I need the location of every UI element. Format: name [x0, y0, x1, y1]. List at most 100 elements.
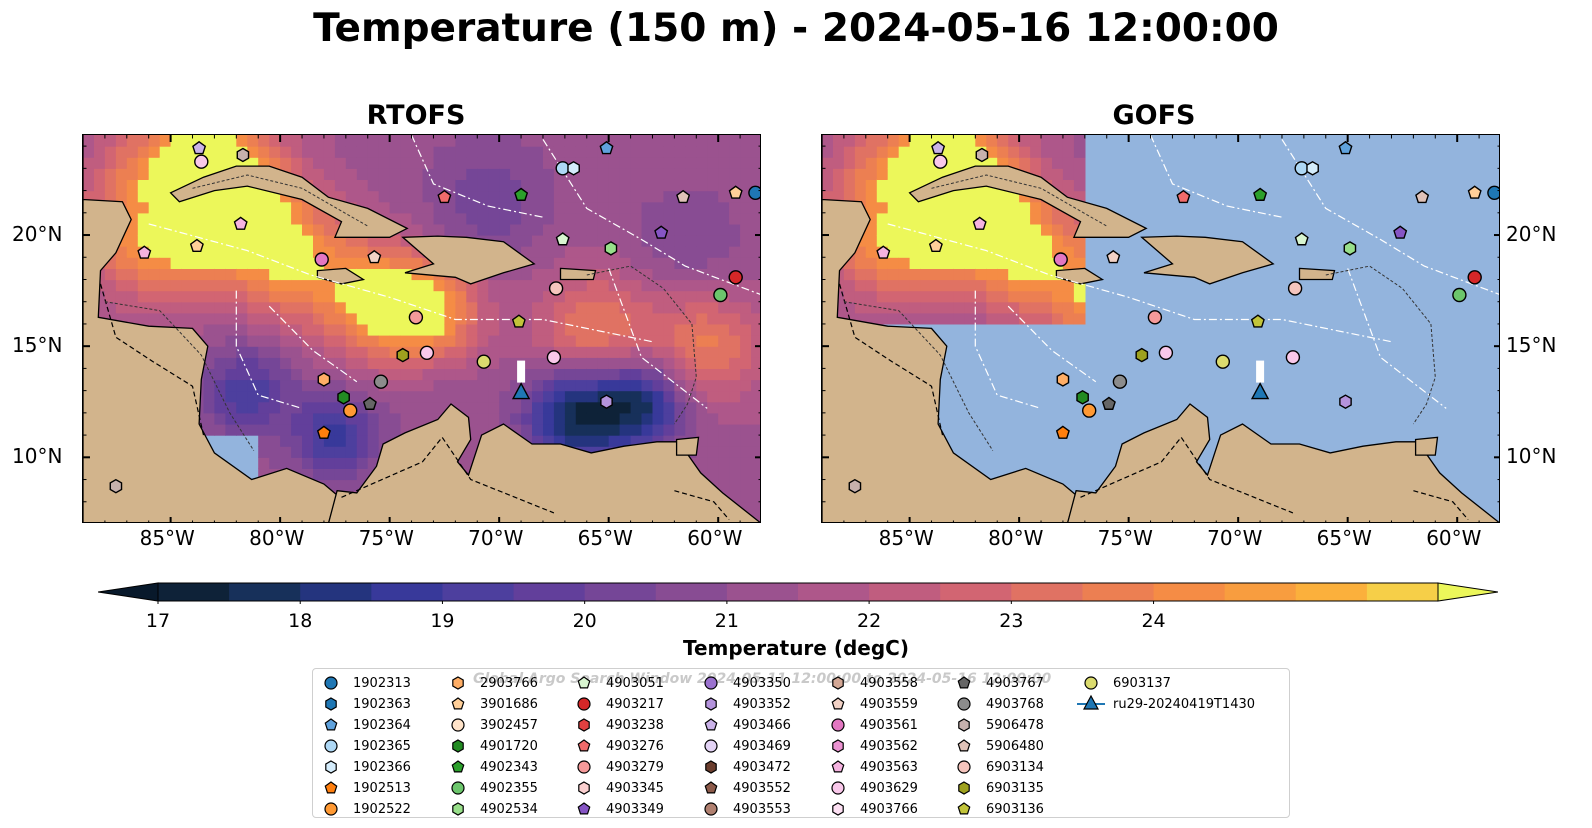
- argo-float-marker[interactable]: [317, 372, 331, 387]
- argo-float-marker[interactable]: [1135, 347, 1149, 363]
- argo-float-marker[interactable]: [728, 270, 743, 285]
- argo-float-marker[interactable]: [1158, 345, 1174, 361]
- argo-float-marker[interactable]: [599, 140, 614, 155]
- argo-float-marker[interactable]: [748, 185, 761, 200]
- argo-float-marker[interactable]: [1415, 189, 1430, 204]
- argo-float-marker[interactable]: [419, 345, 435, 361]
- legend-marker-icon: [452, 676, 464, 690]
- argo-float-marker[interactable]: [194, 154, 209, 169]
- argo-float-marker[interactable]: [314, 252, 329, 267]
- argo-float-marker[interactable]: [1467, 185, 1482, 199]
- colorbar-bin: [655, 583, 728, 601]
- argo-float-marker[interactable]: [1294, 161, 1309, 176]
- legend-marker-icon: [831, 718, 845, 732]
- argo-float-marker[interactable]: [1393, 225, 1408, 239]
- colorbar-bin: [798, 583, 870, 601]
- argo-float-marker[interactable]: [343, 403, 358, 418]
- argo-float-marker[interactable]: [1467, 270, 1482, 285]
- argo-float-marker[interactable]: [1053, 252, 1068, 267]
- argo-float-marker[interactable]: [1176, 189, 1191, 204]
- argo-float-marker[interactable]: [1338, 140, 1353, 155]
- argo-float-marker[interactable]: [931, 140, 946, 155]
- argo-float-marker[interactable]: [373, 374, 389, 389]
- map-gofs[interactable]: [821, 134, 1500, 523]
- argo-float-marker[interactable]: [604, 241, 618, 256]
- argo-float-marker[interactable]: [1452, 287, 1467, 303]
- argo-float-marker[interactable]: [567, 160, 580, 176]
- argo-float-marker[interactable]: [546, 350, 562, 365]
- legend-entry: 5906478: [950, 715, 1044, 735]
- colorbar-bin: [513, 583, 586, 601]
- argo-float-marker[interactable]: [408, 310, 424, 325]
- argo-float-marker[interactable]: [396, 347, 410, 363]
- map-rtofs[interactable]: [82, 134, 761, 523]
- argo-float-marker[interactable]: [555, 232, 570, 246]
- country-border: [99, 283, 205, 436]
- argo-float-marker[interactable]: [654, 225, 669, 239]
- argo-float-marker[interactable]: [975, 147, 989, 163]
- legend-entry: 4903350: [697, 673, 791, 693]
- glider-marker[interactable]: [511, 382, 531, 400]
- argo-float-marker[interactable]: [1253, 187, 1268, 201]
- land-mass: [675, 436, 700, 456]
- argo-float-marker[interactable]: [1250, 314, 1265, 328]
- argo-float-marker[interactable]: [1082, 403, 1097, 418]
- argo-float-marker[interactable]: [972, 216, 987, 230]
- argo-float-marker[interactable]: [1055, 425, 1070, 439]
- argo-float-marker[interactable]: [928, 238, 943, 253]
- argo-float-marker[interactable]: [236, 147, 250, 163]
- argo-float-marker[interactable]: [676, 189, 691, 204]
- legend-entry-label: 4903561: [860, 717, 918, 733]
- argo-float-marker[interactable]: [1339, 394, 1352, 410]
- argo-float-marker[interactable]: [316, 425, 331, 439]
- argo-float-marker[interactable]: [1147, 310, 1163, 325]
- legend-entry: 4903767: [950, 673, 1044, 693]
- argo-float-marker[interactable]: [233, 216, 248, 230]
- argo-float-marker[interactable]: [548, 281, 564, 296]
- argo-float-marker[interactable]: [1287, 281, 1303, 296]
- land-mass: [83, 135, 338, 522]
- argo-float-marker[interactable]: [876, 245, 891, 259]
- argo-float-marker[interactable]: [137, 245, 152, 259]
- argo-float-marker[interactable]: [192, 140, 207, 155]
- legend-marker-icon: [451, 781, 465, 795]
- argo-float-marker[interactable]: [728, 185, 743, 199]
- legend-marker-icon: [958, 718, 970, 732]
- legend-marker-icon: [704, 781, 718, 794]
- argo-float-marker[interactable]: [555, 161, 570, 176]
- panel-title-gofs: GOFS: [1112, 100, 1196, 131]
- country-border: [1413, 490, 1469, 520]
- colorbar-bin: [1295, 583, 1368, 601]
- argo-float-marker[interactable]: [1294, 232, 1309, 246]
- argo-float-marker[interactable]: [514, 187, 529, 201]
- argo-float-marker[interactable]: [362, 396, 377, 410]
- argo-float-marker[interactable]: [437, 189, 452, 204]
- colorbar-tick-label: 17: [145, 610, 171, 632]
- argo-float-marker[interactable]: [1101, 396, 1116, 410]
- argo-float-marker[interactable]: [1306, 160, 1319, 176]
- argo-float-marker[interactable]: [1487, 185, 1500, 200]
- legend-entry: 1902365: [317, 736, 411, 756]
- glider-track: [1256, 360, 1265, 383]
- argo-float-marker[interactable]: [337, 389, 350, 405]
- argo-float-marker[interactable]: [511, 314, 526, 328]
- argo-float-marker[interactable]: [600, 394, 613, 410]
- argo-float-marker[interactable]: [1076, 389, 1089, 405]
- legend-entry-label: 4903768: [986, 696, 1044, 712]
- argo-float-marker[interactable]: [933, 154, 948, 169]
- argo-float-marker[interactable]: [189, 238, 204, 253]
- argo-float-marker[interactable]: [1106, 249, 1121, 264]
- argo-float-marker[interactable]: [713, 287, 728, 303]
- argo-float-marker[interactable]: [1285, 350, 1301, 365]
- argo-float-marker[interactable]: [1215, 354, 1230, 369]
- argo-float-marker[interactable]: [476, 354, 491, 369]
- argo-float-marker[interactable]: [1112, 374, 1128, 389]
- argo-float-marker[interactable]: [367, 249, 382, 264]
- argo-float-marker[interactable]: [848, 478, 862, 494]
- argo-float-marker[interactable]: [1056, 372, 1070, 387]
- argo-float-marker[interactable]: [109, 478, 123, 494]
- colorbar-tick-label: 19: [430, 610, 455, 632]
- glider-marker[interactable]: [1250, 382, 1270, 400]
- argo-float-marker[interactable]: [1343, 241, 1357, 256]
- legend-entry: 4903558: [824, 673, 918, 693]
